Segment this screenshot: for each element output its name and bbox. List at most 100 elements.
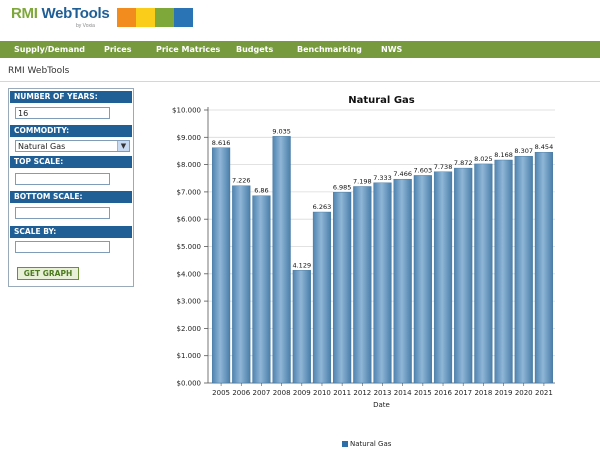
x-tick-label: 2008 xyxy=(273,389,291,397)
bar-value-label: 9.035 xyxy=(272,127,291,135)
bar-value-label: 6.985 xyxy=(333,183,352,191)
bar-value-label: 8.616 xyxy=(212,139,231,147)
y-tick-label: $0.000 xyxy=(177,380,202,388)
y-tick-label: $8.000 xyxy=(177,161,202,169)
get-graph-button[interactable]: GET GRAPH xyxy=(17,267,79,280)
rmi-webtools-logo[interactable]: RMI WebTools xyxy=(11,5,110,22)
logo-rmi-text: RMI xyxy=(11,5,38,22)
natural-gas-bar-chart: Natural Gas $0.000 $1.000 $2.000 $3.000 $4.00… xyxy=(172,95,555,409)
scale-by-input[interactable] xyxy=(15,241,110,253)
bar-value-label: 8.454 xyxy=(535,143,554,151)
bar-2019 xyxy=(494,159,513,384)
nav-price-matrices[interactable]: Price Matrices xyxy=(156,45,221,54)
x-tick-label: 2015 xyxy=(414,389,432,397)
bar-value-label: 7.333 xyxy=(373,174,392,182)
x-axis-label: Date xyxy=(373,401,390,409)
top-scale-input[interactable] xyxy=(15,173,110,185)
bar-value-label: 6.86 xyxy=(254,187,268,195)
y-tick-label: $3.000 xyxy=(177,298,202,306)
bar-value-label: 4.129 xyxy=(292,261,311,269)
chart-legend: Natural Gas xyxy=(342,440,391,448)
brand-block-green xyxy=(155,8,174,27)
legend-swatch xyxy=(342,441,348,447)
app-header: RMI WebTools by Voxia xyxy=(0,0,600,40)
x-tick-label: 2018 xyxy=(474,389,492,397)
x-tick-label: 2005 xyxy=(212,389,230,397)
brand-block-blue xyxy=(174,8,193,27)
x-tick-label: 2010 xyxy=(313,389,331,397)
bar-2010 xyxy=(312,211,332,384)
header-divider xyxy=(0,81,600,82)
y-tick-label: $9.000 xyxy=(177,134,202,142)
bar-value-label: 8.307 xyxy=(514,147,533,155)
logo-webtools-text: WebTools xyxy=(41,5,110,22)
bar-2011 xyxy=(333,192,352,384)
bar-value-label: 7.872 xyxy=(454,159,473,167)
nav-benchmarking[interactable]: Benchmarking xyxy=(297,45,362,54)
nav-prices[interactable]: Prices xyxy=(104,45,132,54)
bar-2014 xyxy=(393,178,412,384)
bar-2006 xyxy=(232,185,251,384)
years-label: NUMBER OF YEARS: xyxy=(10,91,132,103)
y-tick-label: $2.000 xyxy=(177,325,202,333)
bar-2007 xyxy=(252,195,271,384)
legend-label: Natural Gas xyxy=(350,440,392,448)
x-tick-label: 2016 xyxy=(434,389,452,397)
bar-value-label: 7.198 xyxy=(353,177,372,185)
x-tick-label: 2006 xyxy=(232,389,250,397)
years-input[interactable]: 16 xyxy=(15,107,110,119)
nav-budgets[interactable]: Budgets xyxy=(236,45,274,54)
x-tick-label: 2007 xyxy=(253,389,271,397)
commodity-select[interactable]: Natural Gas ▼ xyxy=(15,140,130,152)
commodity-selected-value: Natural Gas xyxy=(18,142,66,151)
graph-options-panel: NUMBER OF YEARS: 16 COMMODITY: Natural G… xyxy=(8,88,134,287)
chevron-down-icon[interactable]: ▼ xyxy=(117,141,129,151)
bar-value-label: 7.738 xyxy=(434,163,453,171)
chart-title: Natural Gas xyxy=(348,95,415,106)
bar-2020 xyxy=(514,156,533,384)
y-tick-label: $5.000 xyxy=(177,243,202,251)
bar-2013 xyxy=(373,182,392,384)
bar-2005 xyxy=(212,147,231,384)
bar-value-label: 8.168 xyxy=(494,151,513,159)
bar-2017 xyxy=(454,167,473,384)
bottom-scale-label: BOTTOM SCALE: xyxy=(10,191,132,203)
bar-2015 xyxy=(413,175,432,384)
x-tick-label: 2011 xyxy=(333,389,351,397)
x-tick-label: 2020 xyxy=(515,389,533,397)
main-nav: Supply/Demand Prices Price Matrices Budg… xyxy=(0,41,600,58)
nav-supply-demand[interactable]: Supply/Demand xyxy=(14,45,86,54)
brand-block-orange xyxy=(117,8,136,27)
y-tick-label: $10.000 xyxy=(172,107,201,115)
nav-nws[interactable]: NWS xyxy=(381,45,403,54)
x-tick-label: 2013 xyxy=(374,389,392,397)
bottom-scale-input[interactable] xyxy=(15,207,110,219)
bar-value-label: 6.263 xyxy=(313,203,332,211)
logo-subtitle: by Voxia xyxy=(76,23,95,29)
bar-2018 xyxy=(474,163,493,384)
top-scale-label: TOP SCALE: xyxy=(10,156,132,168)
bar-2012 xyxy=(353,186,372,384)
bar-value-label: 7.603 xyxy=(414,166,433,174)
x-tick-label: 2009 xyxy=(293,389,311,397)
bar-2021 xyxy=(534,152,553,384)
x-tick-label: 2014 xyxy=(394,389,412,397)
y-tick-label: $1.000 xyxy=(177,352,202,360)
x-tick-label: 2012 xyxy=(353,389,371,397)
scale-by-label: SCALE BY: xyxy=(10,226,132,238)
commodity-label: COMMODITY: xyxy=(10,125,132,137)
y-tick-label: $4.000 xyxy=(177,270,202,278)
y-tick-label: $7.000 xyxy=(177,188,202,196)
bar-2016 xyxy=(433,171,453,384)
brand-color-blocks xyxy=(117,8,193,27)
x-tick-label: 2019 xyxy=(495,389,513,397)
bar-value-label: 7.466 xyxy=(393,170,412,178)
bar-2009 xyxy=(292,270,311,384)
x-tick-label: 2017 xyxy=(454,389,472,397)
x-tick-label: 2021 xyxy=(535,389,553,397)
brand-block-yellow xyxy=(136,8,155,27)
bar-value-label: 7.226 xyxy=(232,177,251,185)
breadcrumb: RMI WebTools xyxy=(8,66,70,76)
bar-2008 xyxy=(272,136,291,384)
y-tick-label: $6.000 xyxy=(177,216,202,224)
